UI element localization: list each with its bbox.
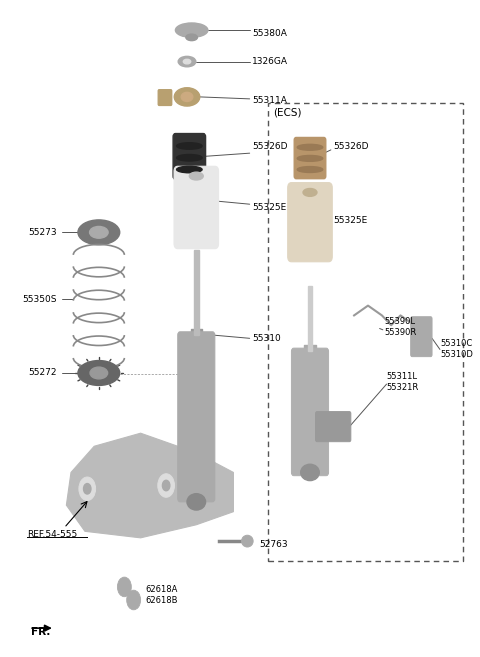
- Ellipse shape: [78, 361, 120, 386]
- Text: 55310: 55310: [252, 334, 281, 343]
- Ellipse shape: [241, 535, 253, 547]
- Text: 55326D: 55326D: [252, 142, 288, 151]
- Ellipse shape: [303, 189, 317, 196]
- Text: 55325E: 55325E: [252, 203, 286, 212]
- FancyBboxPatch shape: [173, 133, 205, 179]
- Text: 55310C
55310D: 55310C 55310D: [441, 340, 474, 359]
- Ellipse shape: [186, 34, 197, 41]
- Bar: [308, 286, 312, 351]
- Ellipse shape: [181, 93, 193, 101]
- Bar: [194, 250, 199, 335]
- Ellipse shape: [189, 172, 203, 180]
- FancyBboxPatch shape: [158, 90, 172, 105]
- Text: 55325E: 55325E: [333, 216, 368, 225]
- Ellipse shape: [178, 57, 196, 67]
- Text: 55350S: 55350S: [23, 294, 57, 304]
- FancyBboxPatch shape: [315, 411, 351, 442]
- Text: REF.54-555: REF.54-555: [27, 530, 77, 539]
- Ellipse shape: [90, 227, 108, 238]
- Circle shape: [118, 577, 132, 597]
- Ellipse shape: [297, 156, 323, 162]
- FancyBboxPatch shape: [291, 348, 328, 476]
- Ellipse shape: [78, 220, 120, 245]
- Polygon shape: [66, 433, 233, 538]
- Ellipse shape: [174, 88, 200, 106]
- Ellipse shape: [187, 493, 205, 510]
- Text: 52763: 52763: [259, 540, 288, 549]
- Text: (ECS): (ECS): [273, 107, 301, 118]
- FancyBboxPatch shape: [294, 137, 326, 179]
- FancyBboxPatch shape: [411, 317, 432, 357]
- Circle shape: [84, 484, 91, 494]
- Circle shape: [127, 590, 141, 610]
- Circle shape: [158, 474, 175, 497]
- Text: 55390L
55390R: 55390L 55390R: [384, 317, 417, 337]
- Text: 55273: 55273: [28, 228, 57, 237]
- Circle shape: [79, 477, 96, 501]
- Text: 1326GA: 1326GA: [252, 57, 288, 66]
- Ellipse shape: [90, 367, 108, 379]
- Text: 55380A: 55380A: [252, 29, 287, 38]
- Text: 55311L
55321R: 55311L 55321R: [386, 372, 419, 392]
- Text: 55326D: 55326D: [333, 142, 369, 151]
- Text: 55272: 55272: [29, 369, 57, 378]
- Ellipse shape: [297, 145, 323, 150]
- Text: FR.: FR.: [31, 627, 50, 637]
- Text: 62618A
62618B: 62618A 62618B: [145, 585, 178, 605]
- FancyBboxPatch shape: [288, 183, 332, 261]
- Ellipse shape: [183, 59, 191, 64]
- Ellipse shape: [177, 154, 202, 161]
- Ellipse shape: [297, 167, 323, 173]
- FancyBboxPatch shape: [174, 166, 218, 249]
- Ellipse shape: [177, 143, 202, 149]
- Text: 55311A: 55311A: [252, 97, 287, 105]
- Circle shape: [162, 480, 170, 491]
- Ellipse shape: [175, 23, 208, 37]
- FancyBboxPatch shape: [178, 332, 215, 502]
- Ellipse shape: [300, 464, 319, 481]
- Ellipse shape: [177, 166, 202, 173]
